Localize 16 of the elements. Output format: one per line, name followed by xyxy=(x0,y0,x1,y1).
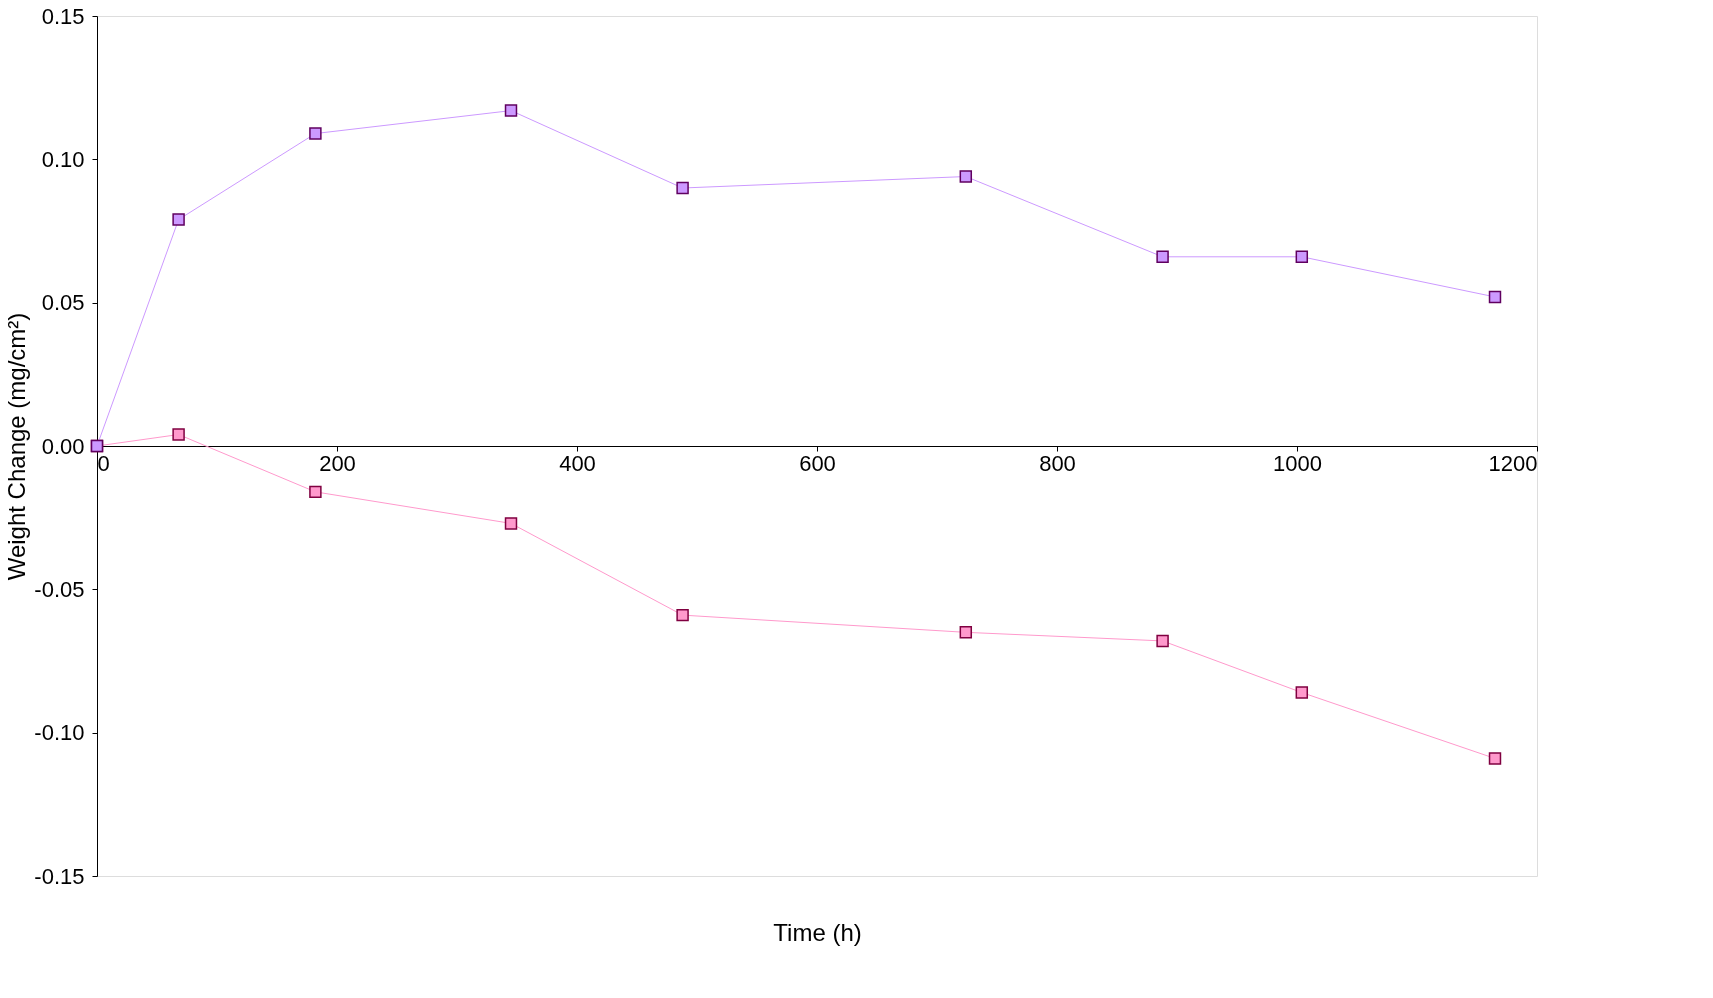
x-tick-label: 800 xyxy=(1039,450,1076,476)
x-tick-label: 400 xyxy=(559,450,596,476)
y-tick-label: -0.05 xyxy=(34,576,85,602)
y-axis-title: Weight Change (mg/cm²) xyxy=(3,312,31,581)
y-tick-label: -0.10 xyxy=(34,720,85,746)
y-tick-label: -0.15 xyxy=(34,863,85,889)
y-tick-label: 0.05 xyxy=(41,290,85,316)
x-tick-label: 600 xyxy=(799,450,836,476)
y-tick-label: 0.15 xyxy=(41,3,85,29)
x-tick-label: 1200 xyxy=(1488,450,1538,476)
x-axis-title: Time (h) xyxy=(773,918,862,946)
y-tick-label: 0.00 xyxy=(41,433,85,459)
x-tick-label: 1000 xyxy=(1273,450,1322,476)
y-tick-label: 0.10 xyxy=(41,146,85,172)
x-tick-label: 0 xyxy=(97,450,110,476)
x-tick-label: 200 xyxy=(319,450,356,476)
